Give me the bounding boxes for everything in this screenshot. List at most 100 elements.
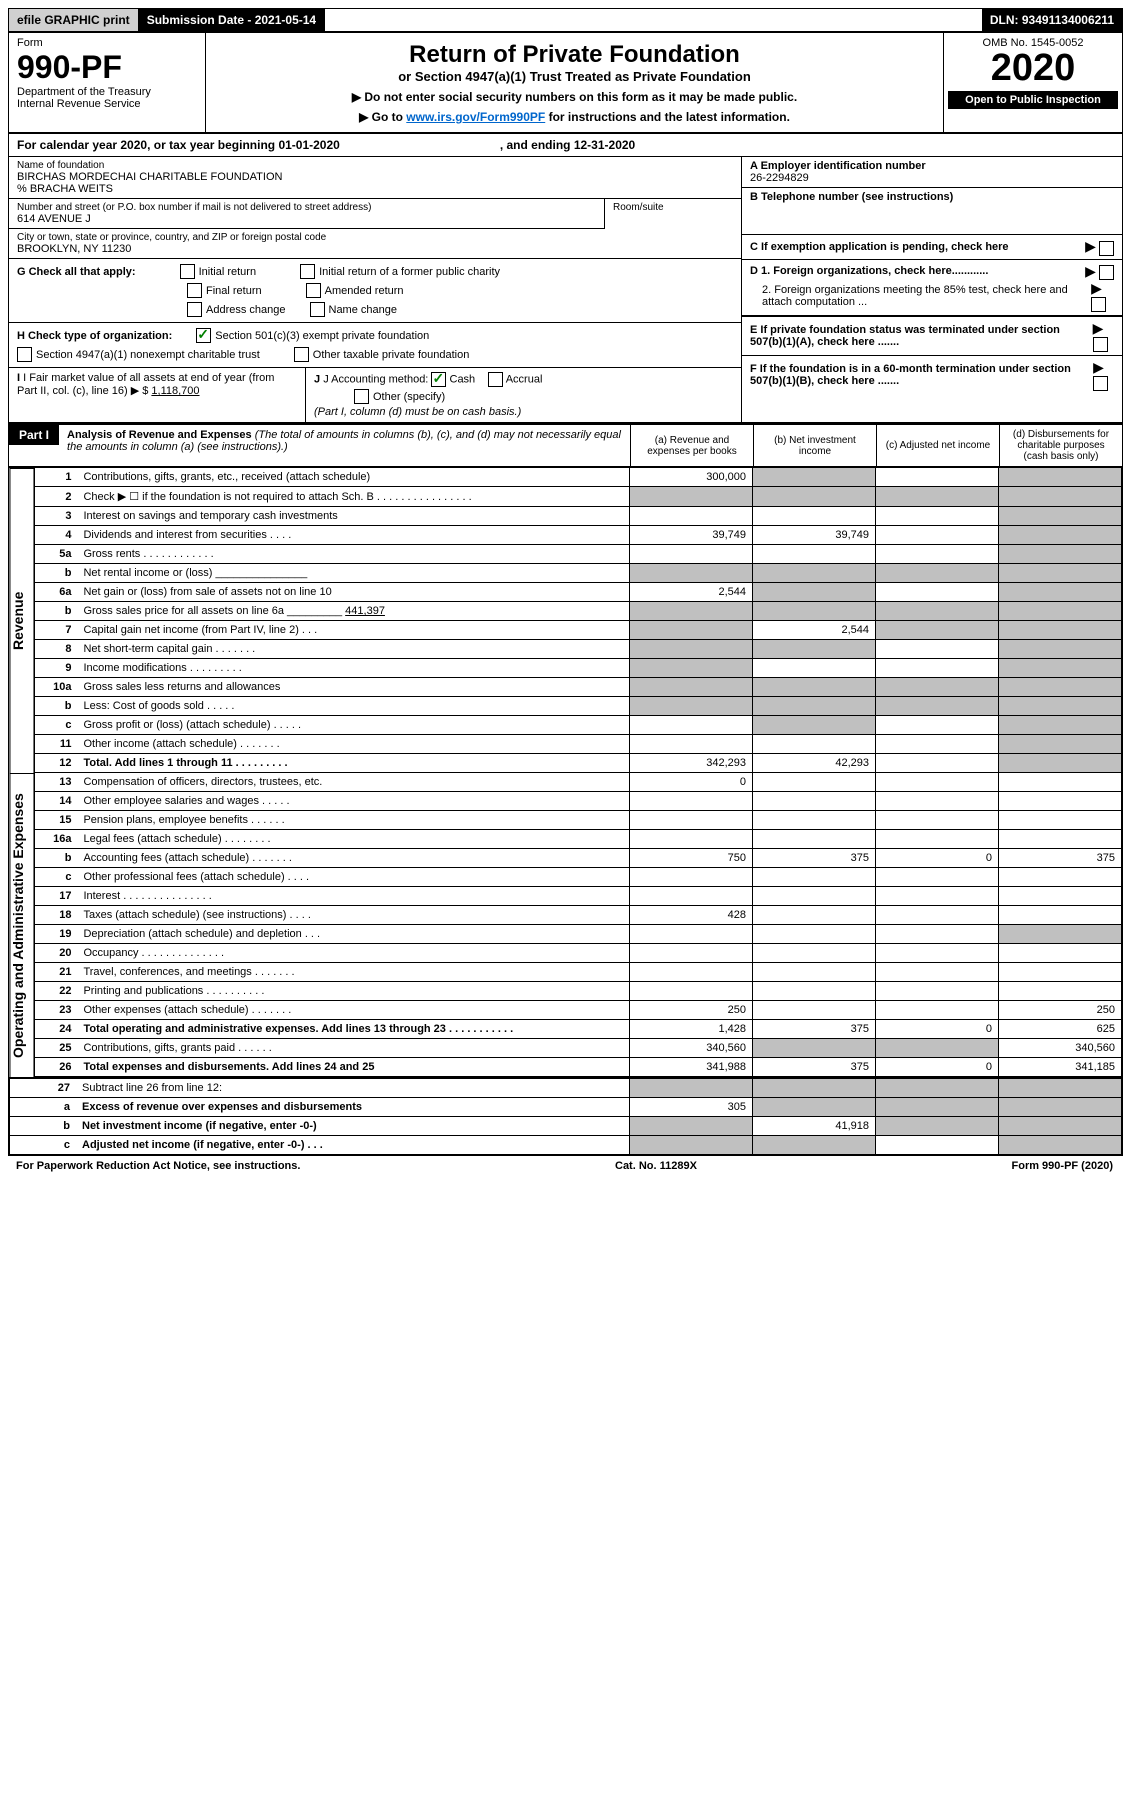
section-c: C If exemption application is pending, c… (742, 235, 1122, 259)
room-label: Room/suite (613, 202, 733, 213)
g-address: Address change (206, 304, 286, 316)
header-right: OMB No. 1545-0052 2020 Open to Public In… (943, 33, 1122, 132)
cb-d1[interactable] (1099, 265, 1114, 280)
efile-print-button[interactable]: efile GRAPHIC print (9, 9, 139, 31)
instr-pre: ▶ Go to (359, 110, 406, 124)
cal-begin: For calendar year 2020, or tax year begi… (17, 138, 340, 152)
section-j: J J Accounting method: Cash Accrual Othe… (305, 368, 741, 422)
dept-treasury: Department of the Treasury (17, 86, 197, 98)
cb-initial-return[interactable] (180, 264, 195, 279)
tax-year: 2020 (948, 49, 1118, 87)
irs: Internal Revenue Service (17, 98, 197, 110)
row-16c: cOther professional fees (attach schedul… (35, 868, 1122, 887)
cb-address-change[interactable] (187, 302, 202, 317)
cb-501c3[interactable] (196, 328, 211, 343)
dln: DLN: 93491134006211 (982, 9, 1122, 31)
cb-e[interactable] (1093, 337, 1108, 352)
cb-final-return[interactable] (187, 283, 202, 298)
form-title: Return of Private Foundation (214, 41, 935, 69)
part1-header: Part I Analysis of Revenue and Expenses … (9, 423, 1122, 468)
city-state-zip: BROOKLYN, NY 11230 (17, 243, 733, 255)
h-other: Other taxable private foundation (313, 349, 470, 361)
row-27c: cAdjusted net income (if negative, enter… (10, 1136, 1122, 1155)
page-footer: For Paperwork Reduction Act Notice, see … (8, 1156, 1121, 1176)
irs-link[interactable]: www.irs.gov/Form990PF (406, 110, 545, 124)
footer-right: Form 990-PF (2020) (1012, 1160, 1113, 1172)
g-final: Final return (206, 285, 262, 297)
form-header: Form 990-PF Department of the Treasury I… (9, 33, 1122, 134)
foundation-name: BIRCHAS MORDECHAI CHARITABLE FOUNDATION (17, 171, 733, 183)
j-note: (Part I, column (d) must be on cash basi… (314, 406, 733, 418)
cb-c[interactable] (1099, 241, 1114, 256)
e-label: E If private foundation status was termi… (750, 324, 1093, 348)
cb-initial-former[interactable] (300, 264, 315, 279)
row-25: 25Contributions, gifts, grants paid . . … (35, 1039, 1122, 1058)
d1-label: D 1. Foreign organizations, check here..… (750, 265, 988, 277)
h-4947: Section 4947(a)(1) nonexempt charitable … (36, 349, 260, 361)
cb-cash[interactable] (431, 372, 446, 387)
revenue-label: Revenue (9, 468, 34, 773)
row-10c: cGross profit or (loss) (attach schedule… (35, 716, 1122, 735)
i-text: I Fair market value of all assets at end… (17, 372, 274, 397)
j-accrual: Accrual (506, 373, 543, 385)
cb-amended[interactable] (306, 283, 321, 298)
submission-date: Submission Date - 2021-05-14 (139, 9, 325, 31)
row-16b: bAccounting fees (attach schedule) . . .… (35, 849, 1122, 868)
row-21: 21Travel, conferences, and meetings . . … (35, 963, 1122, 982)
city-cell: City or town, state or province, country… (9, 229, 741, 259)
top-bar: efile GRAPHIC print Submission Date - 20… (9, 9, 1122, 33)
tel-label: B Telephone number (see instructions) (750, 191, 1114, 203)
col-c: (c) Adjusted net income (876, 425, 999, 466)
g-amended: Amended return (325, 285, 404, 297)
cb-accrual[interactable] (488, 372, 503, 387)
g-initial: Initial return (199, 266, 256, 278)
col-d: (d) Disbursements for charitable purpose… (999, 425, 1122, 466)
j-label: J Accounting method: (323, 373, 428, 385)
cb-f[interactable] (1093, 376, 1108, 391)
cal-end: , and ending 12-31-2020 (500, 138, 635, 152)
row-27a: aExcess of revenue over expenses and dis… (10, 1098, 1122, 1117)
row-27: 27Subtract line 26 from line 12: (10, 1078, 1122, 1098)
cb-other-taxable[interactable] (294, 347, 309, 362)
bottom-table: 27Subtract line 26 from line 12: aExcess… (9, 1077, 1122, 1155)
d2-label: 2. Foreign organizations meeting the 85%… (762, 284, 1091, 308)
row-15: 15Pension plans, employee benefits . . .… (35, 811, 1122, 830)
row-10b: bLess: Cost of goods sold . . . . . (35, 697, 1122, 716)
revenue-section: Revenue 1Contributions, gifts, grants, e… (9, 468, 1122, 773)
row-6b: bGross sales price for all assets on lin… (35, 602, 1122, 621)
opex-table: 13Compensation of officers, directors, t… (34, 773, 1122, 1077)
row-18: 18Taxes (attach schedule) (see instructi… (35, 906, 1122, 925)
instr-post: for instructions and the latest informat… (545, 110, 790, 124)
row-23: 23Other expenses (attach schedule) . . .… (35, 1001, 1122, 1020)
city-label: City or town, state or province, country… (17, 232, 733, 243)
part1-title: Analysis of Revenue and Expenses (67, 429, 252, 441)
row-17: 17Interest . . . . . . . . . . . . . . . (35, 887, 1122, 906)
form-subtitle: or Section 4947(a)(1) Trust Treated as P… (214, 69, 935, 84)
part1-label: Part I (9, 425, 59, 445)
address: 614 AVENUE J (17, 213, 596, 225)
row-27b: bNet investment income (if negative, ent… (10, 1117, 1122, 1136)
cb-d2[interactable] (1091, 297, 1106, 312)
col-a: (a) Revenue and expenses per books (630, 425, 753, 466)
row-4: 4Dividends and interest from securities … (35, 526, 1122, 545)
form-number: 990-PF (17, 49, 197, 86)
sections-i-j: I I Fair market value of all assets at e… (9, 368, 741, 422)
row-11: 11Other income (attach schedule) . . . .… (35, 735, 1122, 754)
tel-cell: B Telephone number (see instructions) (742, 188, 1122, 235)
cb-name-change[interactable] (310, 302, 325, 317)
section-d: D 1. Foreign organizations, check here..… (742, 259, 1122, 317)
calendar-year-row: For calendar year 2020, or tax year begi… (9, 134, 1122, 157)
cb-other-method[interactable] (354, 389, 369, 404)
row-16a: 16aLegal fees (attach schedule) . . . . … (35, 830, 1122, 849)
row-14: 14Other employee salaries and wages . . … (35, 792, 1122, 811)
row-5a: 5aGross rents . . . . . . . . . . . . (35, 545, 1122, 564)
instr-ssn: ▶ Do not enter social security numbers o… (214, 90, 935, 104)
cb-4947[interactable] (17, 347, 32, 362)
col-headers: (a) Revenue and expenses per books (b) N… (630, 425, 1122, 466)
j-cash: Cash (450, 373, 476, 385)
section-g: G Check all that apply: Initial return I… (9, 259, 741, 323)
i-value: 1,118,700 (151, 385, 199, 397)
g-label: G Check all that apply: (17, 266, 136, 278)
row-10a: 10aGross sales less returns and allowanc… (35, 678, 1122, 697)
part1-desc: Analysis of Revenue and Expenses (The to… (59, 425, 630, 466)
